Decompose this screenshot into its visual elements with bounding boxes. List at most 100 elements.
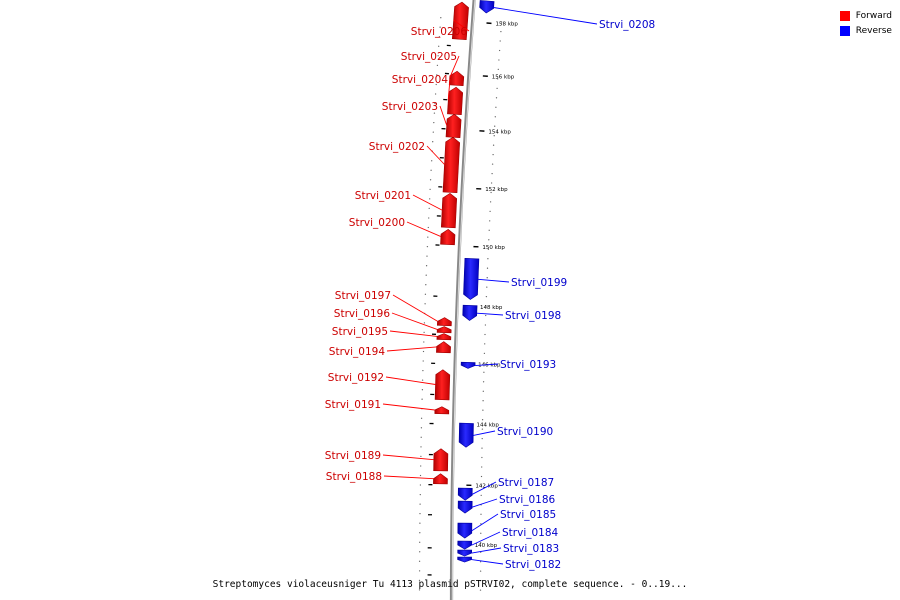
gene-feature-strvi_0189[interactable] [433, 448, 449, 472]
gene-connector [389, 330, 438, 337]
track-dot [486, 267, 489, 269]
gene-label[interactable]: Strvi_0192 [328, 372, 384, 384]
track-dot [493, 135, 495, 137]
kbp-tick-label: 146 kbp [478, 363, 501, 369]
track-dot [419, 503, 421, 505]
gene-feature-strvi_0199[interactable] [463, 257, 480, 300]
gene-feature-strvi_0203[interactable] [445, 113, 462, 139]
track-dot [419, 512, 421, 515]
gene-connector [392, 294, 438, 322]
track-dot [492, 144, 495, 146]
gene-connector [453, 19, 470, 32]
gene-label[interactable]: Strvi_0191 [325, 399, 381, 411]
track-dot [424, 293, 427, 295]
gene-label[interactable]: Strvi_0205 [401, 51, 457, 63]
track-dot [423, 341, 425, 343]
legend-reverse-swatch [839, 25, 850, 36]
gene-feature-strvi_0185[interactable] [457, 522, 473, 539]
track-dot [479, 570, 482, 572]
gene-feature-strvi_0197[interactable] [436, 317, 452, 327]
gene-label[interactable]: Strvi_0186 [499, 494, 556, 506]
gene-feature-strvi_0184[interactable] [457, 540, 473, 550]
track-dot [429, 188, 431, 191]
track-dot [419, 541, 421, 543]
legend-reverse: Reverse [839, 23, 892, 38]
track-dot [429, 198, 431, 200]
gene-label[interactable]: Strvi_0182 [505, 559, 561, 571]
gene-feature-strvi_0190[interactable] [458, 422, 474, 448]
track-dot [483, 352, 486, 355]
gene-feature-strvi_0204[interactable] [447, 86, 464, 116]
gene-feature-strvi_0186[interactable] [457, 500, 473, 514]
gene-feature-strvi_0188[interactable] [433, 473, 448, 485]
track-dot [479, 579, 482, 582]
track-dot [488, 239, 490, 241]
track-dot [432, 131, 434, 133]
track-dot [482, 400, 484, 402]
gene-label[interactable]: Strvi_0208 [599, 19, 655, 31]
track-dot [488, 229, 490, 231]
gene-feature-strvi_0187[interactable] [457, 487, 473, 501]
gene-feature-strvi_0198[interactable] [462, 304, 478, 321]
gene-feature-strvi_0196[interactable] [436, 326, 452, 334]
gene-feature-strvi_0191[interactable] [434, 406, 450, 415]
track-dot [479, 561, 482, 563]
track-dot [490, 182, 493, 184]
gene-feature-strvi_0208[interactable] [479, 0, 495, 14]
gene-label[interactable]: Strvi_0201 [355, 190, 411, 202]
gene-feature-strvi_0206[interactable] [451, 1, 469, 41]
track-dot [491, 172, 493, 175]
gene-feature-strvi_0193[interactable] [460, 361, 476, 369]
gene-label[interactable]: Strvi_0200 [349, 217, 405, 229]
gene-feature-strvi_0201[interactable] [440, 193, 458, 229]
gene-connector [382, 454, 434, 461]
gene-feature-strvi_0183[interactable] [457, 549, 473, 557]
gene-feature-strvi_0192[interactable] [434, 369, 451, 401]
track-dot [494, 116, 496, 118]
kbp-tick-label: 154 kbp [488, 129, 511, 135]
gene-feature-strvi_0182[interactable] [457, 556, 472, 563]
track-dot [418, 589, 421, 591]
legend: Forward Reverse [839, 8, 892, 38]
gene-label[interactable]: Strvi_0198 [505, 310, 561, 322]
gene-label[interactable]: Strvi_0197 [335, 290, 391, 302]
track-dot [419, 551, 421, 553]
track-dot [487, 258, 489, 260]
track-dot [433, 112, 436, 114]
track-dot [424, 303, 426, 305]
gene-feature-strvi_0200[interactable] [440, 229, 456, 246]
track-dot [487, 248, 490, 250]
track-dot [483, 371, 485, 373]
gene-connector [439, 105, 448, 126]
gene-label[interactable]: Strvi_0204 [392, 74, 449, 86]
track-dot [480, 485, 483, 487]
gene-label[interactable]: Strvi_0202 [369, 141, 425, 153]
track-dot [419, 493, 421, 496]
gene-label[interactable]: Strvi_0199 [511, 277, 567, 289]
track-dot [426, 255, 428, 257]
track-dot [425, 284, 427, 286]
gene-label[interactable]: Strvi_0194 [329, 346, 386, 358]
gene-label[interactable]: Strvi_0196 [334, 308, 391, 320]
gene-label[interactable]: Strvi_0195 [332, 326, 388, 338]
track-dot [437, 55, 439, 57]
gene-label[interactable]: Strvi_0193 [500, 359, 556, 371]
gene-label[interactable]: Strvi_0189 [325, 450, 381, 462]
track-dot [498, 49, 501, 52]
gene-feature-strvi_0202[interactable] [442, 136, 461, 194]
gene-label[interactable]: Strvi_0185 [500, 509, 556, 521]
gene-label[interactable]: Strvi_0206 [411, 26, 468, 38]
gene-label[interactable]: Strvi_0190 [497, 426, 553, 438]
gene-feature-strvi_0195[interactable] [436, 333, 452, 341]
backbone-highlight [451, 0, 476, 600]
gene-label[interactable]: Strvi_0184 [502, 527, 559, 539]
track-dot [440, 17, 442, 19]
track-dot [418, 560, 421, 562]
gene-label[interactable]: Strvi_0188 [326, 471, 382, 483]
gene-feature-strvi_0194[interactable] [436, 341, 451, 354]
gene-label[interactable]: Strvi_0183 [503, 543, 559, 555]
gene-label[interactable]: Strvi_0187 [498, 477, 554, 489]
gene-label[interactable]: Strvi_0203 [382, 101, 438, 113]
gene-connector [472, 481, 497, 495]
track-dot [498, 59, 500, 61]
